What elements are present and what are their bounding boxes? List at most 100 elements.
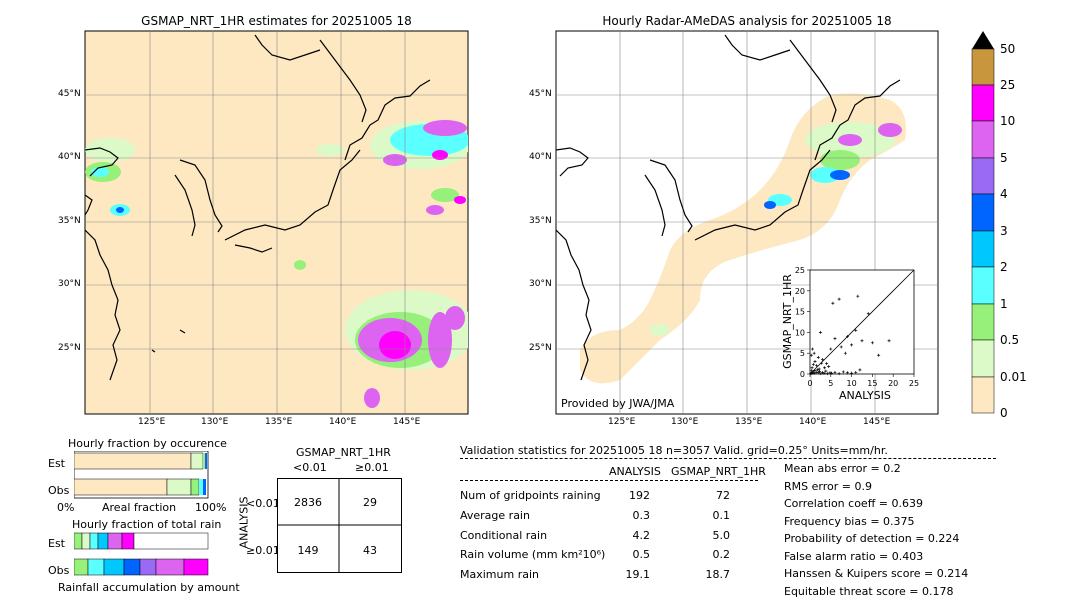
scatter-point xyxy=(866,312,870,316)
right-lat-35: 35°N xyxy=(529,216,552,226)
colorbar-label-25: 25 xyxy=(1000,78,1016,92)
colorbar-label-4: 4 xyxy=(1000,187,1008,201)
row-analysis-4: 19.1 xyxy=(625,568,651,581)
scatter-plot: 0 5 10 15 20 25 0 5 10 15 20 25 xyxy=(795,266,919,388)
colorbar-label-3: 3 xyxy=(1000,224,1008,238)
right-lat-40: 40°N xyxy=(529,152,552,162)
left-coastline xyxy=(85,34,431,381)
validation-divider xyxy=(460,458,996,459)
scatter-point xyxy=(815,368,819,372)
scatter-point xyxy=(858,368,862,372)
score-ets: Equitable threat score = 0.178 xyxy=(784,585,954,598)
scatter-point xyxy=(843,351,847,355)
occurrence-xtick-100: 100% xyxy=(195,501,227,514)
colorbar-label-0.5: 0.5 xyxy=(1000,333,1020,347)
scatter-xtick-label: 15 xyxy=(867,379,877,388)
scatter-point xyxy=(828,371,832,375)
row-gsmap-1: 0.1 xyxy=(712,509,731,522)
scatter-point xyxy=(820,370,824,374)
total-rain-obs-bar xyxy=(74,558,89,576)
scatter-ytick-label: 5 xyxy=(800,349,805,358)
scatter-point xyxy=(825,362,829,366)
scatter-point xyxy=(819,372,823,376)
row-gsmap-3: 0.2 xyxy=(712,548,731,561)
scatter-xtick-label: 10 xyxy=(847,379,857,388)
validation-header: Validation statistics for 20251005 18 n=… xyxy=(460,444,888,457)
scatter-ylabel: GSMAP_NRT_1HR xyxy=(780,274,794,369)
contingency-row-lt: <0.01 xyxy=(246,497,280,510)
scatter-point xyxy=(854,370,858,374)
right-lon-135: 135°E xyxy=(735,417,763,427)
colorbar-label-10: 10 xyxy=(1000,114,1016,128)
scatter-point xyxy=(823,366,827,370)
occurrence-xlabel: Areal fraction xyxy=(102,501,177,514)
score-mae: Mean abs error = 0.2 xyxy=(784,462,901,475)
left-lat-35: 35°N xyxy=(58,216,81,226)
occurrence-est-label: Est xyxy=(48,457,65,470)
col-analysis: ANALYSIS xyxy=(609,465,661,478)
scatter-point xyxy=(837,297,841,301)
scatter-point xyxy=(850,343,854,347)
scatter-point xyxy=(887,339,891,343)
scatter-point xyxy=(822,371,826,375)
scatter-point xyxy=(830,371,834,375)
contingency-row-ge: ≥0.01 xyxy=(246,544,280,557)
scatter-point xyxy=(816,355,820,359)
score-rmse: RMS error = 0.9 xyxy=(784,480,872,493)
table-divider xyxy=(460,480,758,481)
left-lat-40: 40°N xyxy=(58,152,81,162)
row-analysis-0: 192 xyxy=(629,489,650,502)
scatter-point xyxy=(829,347,833,351)
left-lat-45: 45°N xyxy=(58,89,81,99)
total-rain-est-bar xyxy=(74,532,83,550)
right-lat-30: 30°N xyxy=(529,279,552,289)
colorbar-label-0: 0 xyxy=(1000,406,1008,420)
left-rain-patches xyxy=(85,120,468,408)
score-far: False alarm ratio = 0.403 xyxy=(784,550,924,563)
scatter-point xyxy=(812,371,816,375)
scatter-point xyxy=(814,370,818,374)
scatter-point xyxy=(860,339,864,343)
score-bias: Frequency bias = 0.375 xyxy=(784,515,915,528)
right-map-title: Hourly Radar-AMeDAS analysis for 2025100… xyxy=(602,14,892,28)
total-rain-obs-label: Obs xyxy=(48,564,70,577)
scatter-point xyxy=(812,351,816,355)
scatter-point xyxy=(845,335,849,339)
occurrence-obs-bar xyxy=(74,478,168,496)
row-label-3: Rain volume (mm km²10⁶) xyxy=(460,548,606,561)
left-lat-30: 30°N xyxy=(58,279,81,289)
scatter-point xyxy=(825,372,829,376)
total-rain-title: Hourly fraction of total rain xyxy=(72,518,222,531)
row-label-1: Average rain xyxy=(460,509,530,522)
col-gsmap: GSMAP_NRT_1HR xyxy=(671,465,766,478)
right-lon-140: 140°E xyxy=(799,417,827,427)
scatter-point xyxy=(817,367,821,371)
scatter-ytick-label: 10 xyxy=(795,328,805,337)
row-label-2: Conditional rain xyxy=(460,529,548,542)
left-map-title: GSMAP_NRT_1HR estimates for 20251005 18 xyxy=(141,14,412,28)
row-gsmap-4: 18.7 xyxy=(705,568,731,581)
right-map xyxy=(555,30,939,415)
cell-ge-ge: 43 xyxy=(363,544,377,557)
contingency-col-lt: <0.01 xyxy=(293,461,327,474)
scatter-point xyxy=(837,372,841,376)
scatter-point xyxy=(813,369,817,373)
total-rain-est-label: Est xyxy=(48,537,65,550)
score-corr: Correlation coeff = 0.639 xyxy=(784,497,923,510)
occurrence-xtick-0: 0% xyxy=(57,501,75,514)
scatter-point xyxy=(870,341,874,345)
scatter-xtick-label: 0 xyxy=(807,379,812,388)
scatter-point xyxy=(810,347,814,351)
scatter-point xyxy=(809,353,813,357)
scatter-xtick-label: 5 xyxy=(828,379,833,388)
colorbar xyxy=(971,31,995,414)
scatter-point xyxy=(815,364,819,368)
scatter-xlabel: ANALYSIS xyxy=(839,389,891,402)
occurrence-est-bar xyxy=(74,452,192,470)
scatter-ytick-label: 0 xyxy=(800,370,805,379)
scatter-point xyxy=(827,365,831,369)
scatter-point xyxy=(833,337,837,341)
total-rain-bars xyxy=(74,532,209,576)
scatter-point xyxy=(831,301,835,305)
colorbar-label-5: 5 xyxy=(1000,151,1008,165)
